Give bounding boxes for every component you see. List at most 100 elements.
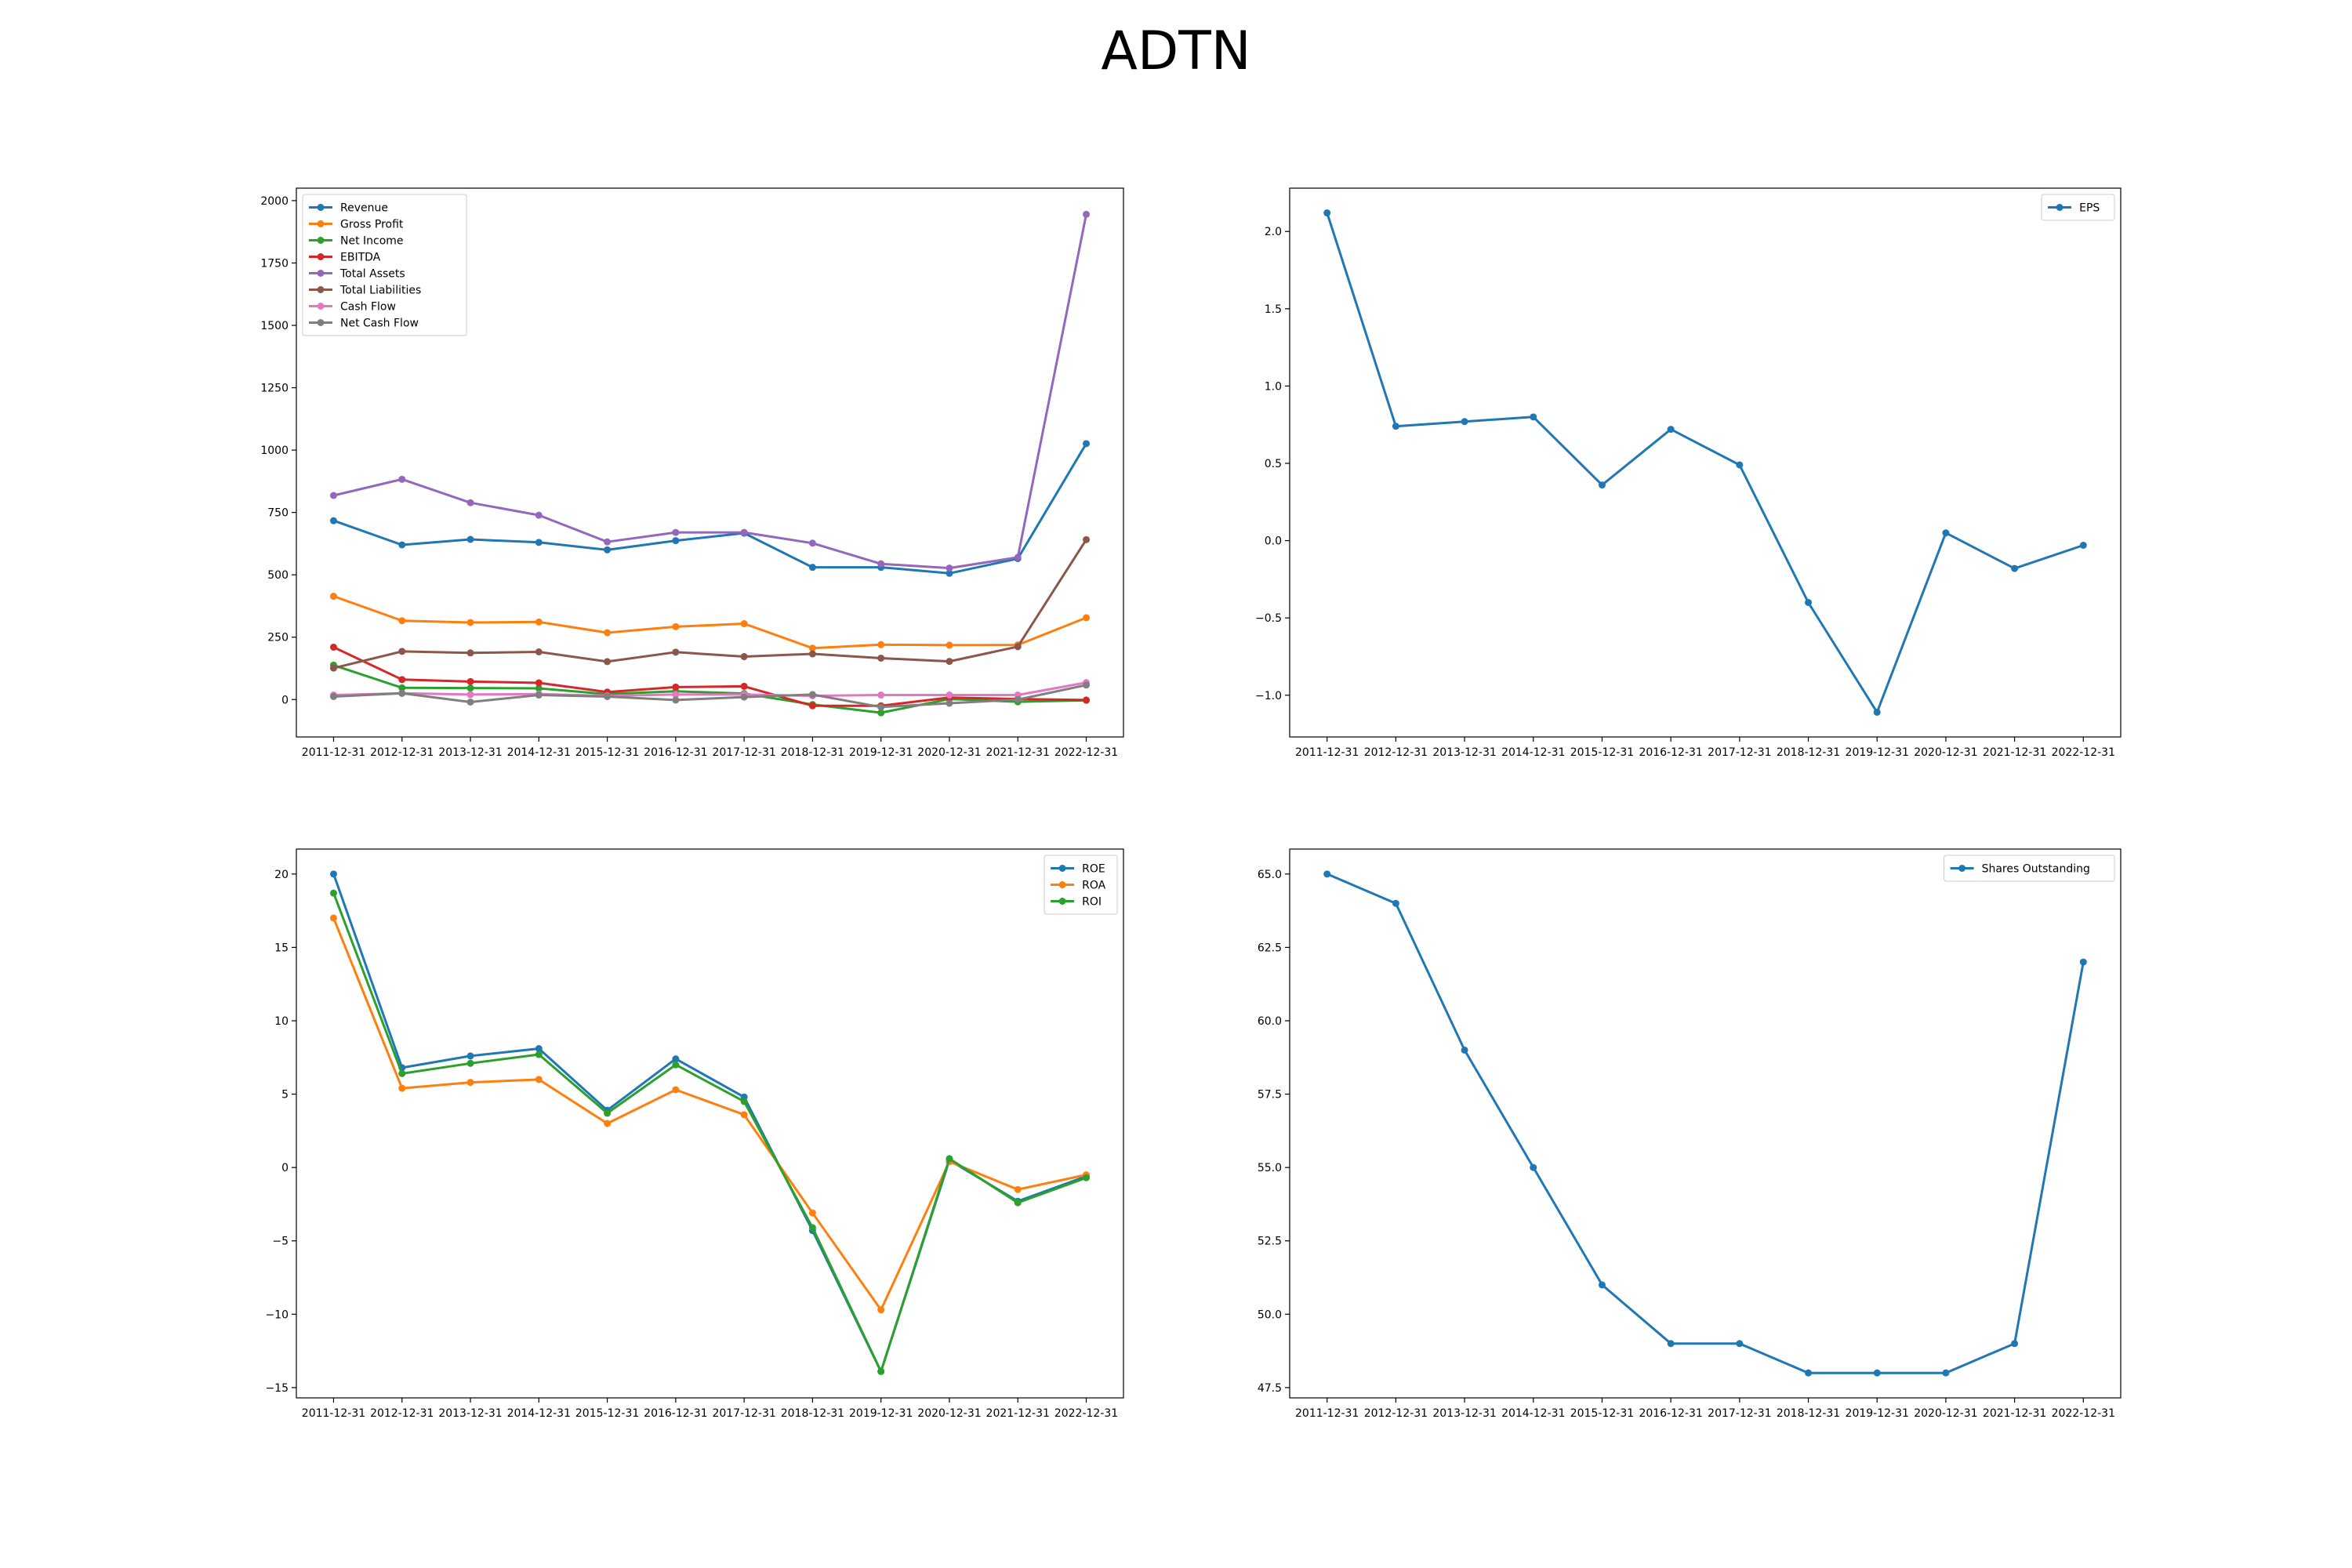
data-point [535,691,543,699]
x-tick-label: 2020-12-31 [1914,1407,1977,1420]
y-tick-label: 50.0 [1258,1308,1282,1321]
data-point [1805,1369,1813,1377]
data-point [740,1098,748,1105]
data-point [740,653,748,661]
legend-swatch-marker [2056,204,2063,211]
data-point [604,658,612,666]
data-point [1736,461,1744,469]
data-point [329,914,337,922]
y-tick-label: 0 [281,694,289,706]
data-point [877,641,885,648]
data-point [946,699,953,707]
data-point [808,691,816,699]
legend-swatch-marker [317,319,325,326]
legend-swatch-marker [317,220,325,227]
x-tick-label: 2017-12-31 [712,1407,775,1420]
data-point [946,658,953,666]
data-point [398,689,406,697]
series-gross-profit [329,593,1091,652]
data-point [1083,681,1091,689]
series-line [332,646,1087,707]
legend-swatch-marker [317,237,325,244]
legend-label: ROA [1082,880,1106,892]
x-tick-label: 2013-12-31 [438,746,502,759]
data-point [466,499,474,506]
series-line [333,214,1087,570]
y-tick-label: −10 [265,1308,289,1321]
legend: Shares Outstanding [1944,855,2115,882]
series-shares-outstanding [1323,870,2087,1377]
x-tick-label: 2021-12-31 [1983,1407,2046,1420]
series-line [1327,873,2085,1374]
legend-label: Net Income [340,235,404,248]
data-point [1323,870,1331,878]
y-tick-label: 0.0 [1265,535,1282,548]
x-tick-label: 2016-12-31 [644,1407,707,1420]
axes-frame [1289,187,2122,738]
x-tick-label: 2012-12-31 [1364,1407,1428,1420]
x-tick-label: 2013-12-31 [1432,1407,1496,1420]
data-point [946,691,953,699]
data-point [398,1069,406,1077]
series-line [332,595,1087,650]
x-tick-label: 2012-12-31 [1364,746,1428,759]
y-tick-label: −5 [272,1236,289,1248]
x-tick-label: 2013-12-31 [438,1407,502,1420]
legend-swatch-marker [317,204,325,211]
x-tick-label: 2011-12-31 [1295,746,1359,759]
data-point [1014,1199,1022,1207]
y-tick-label: 2.0 [1265,226,1282,238]
data-point [877,560,885,568]
x-tick-label: 2014-12-31 [507,1407,571,1420]
y-tick-label: 2000 [260,195,289,208]
data-point [604,1120,612,1127]
data-point [466,698,474,706]
x-tick-label: 2011-12-31 [302,1407,365,1420]
data-point [808,539,816,547]
data-point [329,593,337,601]
series-line [333,663,1087,714]
data-point [946,641,953,649]
legend-label: Shares Outstanding [1982,863,2090,876]
data-point [877,709,885,717]
x-tick-label: 2011-12-31 [1295,1407,1359,1420]
data-point [1461,1046,1468,1054]
x-tick-label: 2021-12-31 [986,746,1050,759]
data-point [1392,423,1399,430]
legend-frame [2041,194,2115,221]
data-point [740,682,748,690]
x-tick-label: 2022-12-31 [1054,1407,1118,1420]
data-point [604,629,612,637]
data-point [946,1155,953,1163]
data-point [1083,1174,1091,1181]
data-point [535,679,543,687]
y-tick-label: 0 [281,1162,289,1174]
series-roi [329,889,1091,1375]
data-point [466,684,474,692]
data-point [2079,541,2087,549]
data-point [808,650,816,658]
legend-label: ROI [1082,896,1102,909]
data-point [535,684,543,692]
data-point [2011,564,2019,572]
data-point [1083,440,1091,448]
data-point [604,546,612,554]
x-tick-label: 2011-12-31 [302,746,365,759]
data-point [672,691,680,699]
data-point [672,1055,680,1063]
axes-frame [296,187,1124,738]
legend-swatch-marker [1058,898,1066,905]
subplot-1: 2011-12-31 2012-12-31 2013-12-31 2014-12-31… [260,187,1124,759]
y-tick-label: 47.5 [1258,1382,1282,1395]
data-point [672,1086,680,1094]
subplot-4: 2011-12-31 2012-12-31 2013-12-31 2014-12-31… [1258,848,2122,1420]
series-line [1326,212,2084,713]
x-tick-label: 2021-12-31 [986,1407,1050,1420]
data-point [1667,1340,1675,1348]
legend-swatch-marker [1058,865,1066,872]
data-point [1461,418,1468,426]
data-point [398,648,406,655]
data-point [466,1059,474,1067]
x-tick-label: 2013-12-31 [1432,746,1496,759]
